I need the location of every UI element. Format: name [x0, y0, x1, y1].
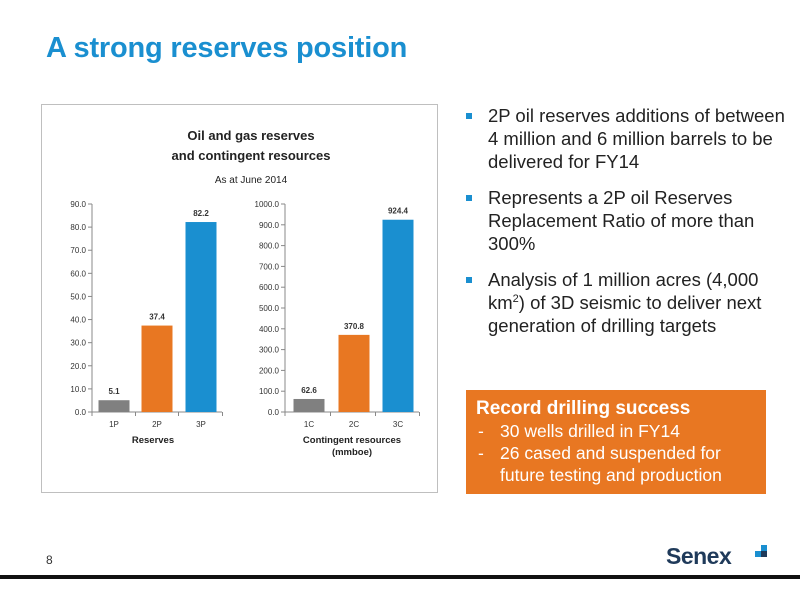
dash-marker: -	[478, 421, 484, 441]
bullet-text: Represents a 2P oil Reserves Replacement…	[488, 187, 755, 254]
y-tick-label: 60.0	[70, 269, 86, 278]
y-tick-label: 800.0	[259, 242, 280, 251]
bar-3c	[382, 219, 414, 412]
y-tick-label: 40.0	[70, 316, 86, 325]
x-axis-label-line2: (mmboe)	[332, 447, 372, 458]
y-tick-label: 900.0	[259, 221, 280, 230]
data-label: 62.6	[301, 386, 317, 395]
y-tick-label: 500.0	[259, 304, 280, 313]
bar-2p	[141, 325, 173, 412]
bar-1c	[293, 398, 325, 412]
data-label: 82.2	[193, 209, 209, 218]
bullet-item: Represents a 2P oil Reserves Replacement…	[466, 186, 786, 255]
bullet-text: Analysis of 1 million acres (4,000 km	[488, 269, 759, 313]
bullet-item: 2P oil reserves additions of between 4 m…	[466, 104, 786, 173]
y-tick-label: 100.0	[259, 387, 280, 396]
bullet-text: 2P oil reserves additions of between 4 m…	[488, 105, 785, 172]
data-label: 370.8	[344, 322, 365, 331]
y-tick-label: 1000.0	[255, 200, 280, 209]
x-tick-label: 2P	[152, 420, 162, 429]
chart-subtitle: As at June 2014	[215, 175, 288, 186]
bar-3p	[185, 222, 217, 412]
drilling-item: -30 wells drilled in FY14	[476, 420, 756, 442]
bullet-item: Analysis of 1 million acres (4,000 km2) …	[466, 268, 786, 337]
x-tick-label: 1P	[109, 420, 119, 429]
y-tick-label: 300.0	[259, 346, 280, 355]
y-tick-label: 50.0	[70, 292, 86, 301]
bullet-square-icon	[466, 195, 472, 201]
bar-2c	[338, 334, 370, 412]
bullet-square-icon	[466, 277, 472, 283]
y-tick-label: 600.0	[259, 283, 280, 292]
senex-logo: Senex	[666, 543, 767, 569]
superscript-2: 2	[512, 292, 519, 305]
page-number: 8	[46, 553, 53, 567]
reserves-chart: Oil and gas reserves and contingent reso…	[70, 128, 420, 458]
chart-title-line1: Oil and gas reserves	[187, 128, 314, 143]
drilling-success-box: Record drilling success -30 wells drille…	[466, 390, 766, 494]
logo-mark-icon	[755, 545, 769, 559]
y-tick-label: 200.0	[259, 366, 280, 375]
drilling-item: -26 cased and suspended for future testi…	[476, 442, 756, 486]
x-axis-label: Contingent resources	[303, 435, 401, 446]
x-tick-label: 3C	[393, 420, 403, 429]
data-label: 5.1	[108, 387, 120, 396]
x-tick-label: 2C	[349, 420, 359, 429]
y-tick-label: 10.0	[70, 385, 86, 394]
chart-title-line2: and contingent resources	[172, 148, 331, 163]
x-tick-label: 1C	[304, 420, 314, 429]
y-tick-label: 700.0	[259, 262, 280, 271]
y-tick-label: 0.0	[75, 408, 87, 417]
logo-text: Senex	[666, 543, 732, 569]
y-tick-label: 400.0	[259, 325, 280, 334]
y-tick-label: 0.0	[268, 408, 280, 417]
y-tick-label: 70.0	[70, 246, 86, 255]
x-tick-label: 3P	[196, 420, 206, 429]
y-tick-label: 30.0	[70, 339, 86, 348]
data-label: 37.4	[149, 313, 165, 322]
bottom-rule	[0, 575, 800, 579]
x-axis-label: Reserves	[132, 435, 174, 446]
drilling-heading: Record drilling success	[476, 398, 691, 419]
drilling-item-text: 30 wells drilled in FY14	[500, 421, 680, 441]
data-label: 924.4	[388, 207, 409, 216]
dash-marker: -	[478, 443, 484, 463]
y-tick-label: 80.0	[70, 223, 86, 232]
drilling-item-text: 26 cased and suspended for future testin…	[500, 443, 722, 485]
bullet-text-cont: ) of 3D seismic to deliver next generati…	[488, 292, 762, 336]
bullet-list: 2P oil reserves additions of between 4 m…	[466, 104, 786, 350]
chart-panel: Oil and gas reserves and contingent reso…	[41, 104, 438, 493]
y-tick-label: 90.0	[70, 200, 86, 209]
bar-1p	[98, 400, 130, 412]
slide-title: A strong reserves position	[46, 32, 408, 64]
bullet-square-icon	[466, 113, 472, 119]
y-tick-label: 20.0	[70, 362, 86, 371]
